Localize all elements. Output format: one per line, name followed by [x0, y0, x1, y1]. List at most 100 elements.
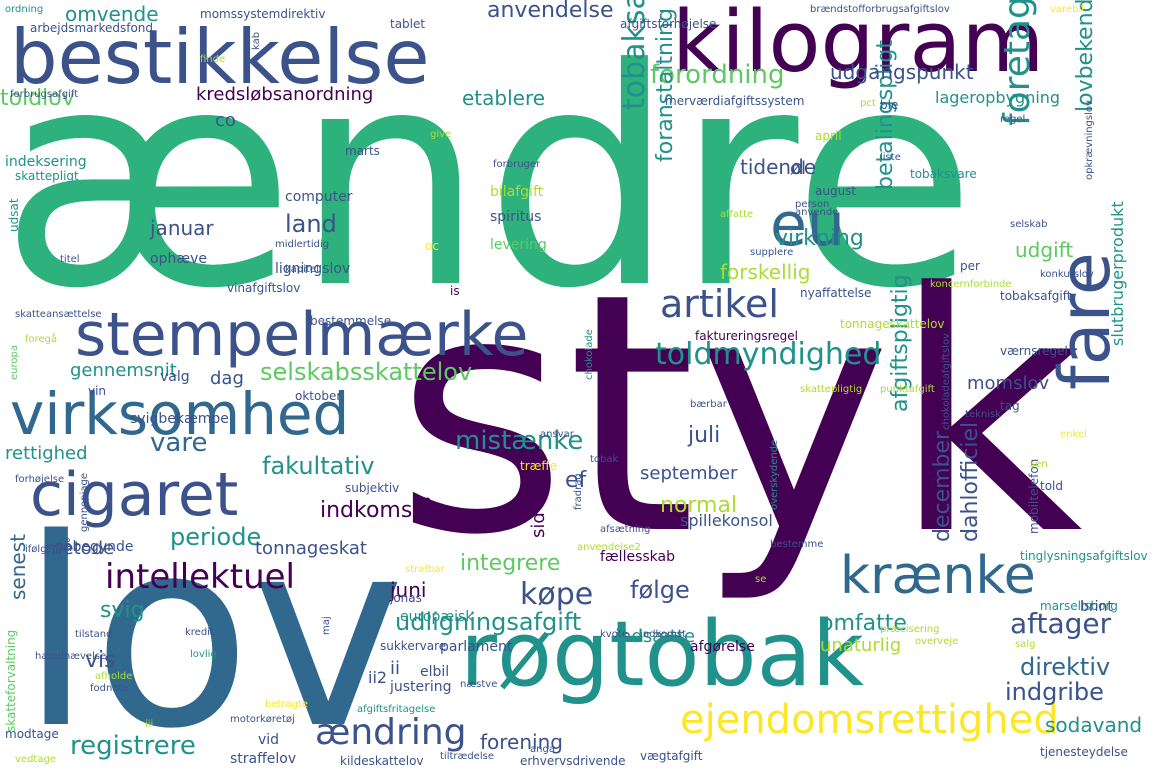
word-told: told — [1040, 479, 1063, 493]
word-anvendelse2: anvendelse2 — [577, 542, 641, 553]
word-tidende: tidende — [740, 155, 817, 179]
word-periode: periode — [170, 523, 262, 551]
word-affatte: affatte — [720, 209, 754, 220]
word-etablere: etablere — [462, 86, 546, 110]
word-selskab: selskab — [1010, 219, 1048, 230]
word-følge: følge — [630, 576, 690, 604]
word-motorkøretøj: motorkøretøj — [230, 714, 295, 725]
word-forbruger: forbruger — [493, 159, 541, 170]
word-person: person — [795, 199, 830, 210]
word-december: december — [930, 430, 955, 542]
word-punktafgift: punktafgift — [880, 384, 935, 395]
word-titel: titel — [60, 254, 80, 265]
word-april: april — [815, 129, 842, 143]
word-tobaksafgift: tobaksafgift — [1000, 289, 1072, 303]
word-overveje: overveje — [915, 636, 959, 647]
word-udgift: udgift — [1015, 238, 1074, 262]
word-kab: kab — [251, 31, 262, 50]
word-per: per — [960, 259, 980, 273]
word-afgiftsforhøjelse: afgiftsforhøjelse — [620, 17, 717, 31]
word-tobaksvare: tobaksvare — [910, 167, 977, 181]
word-kapitel: kapitel — [285, 264, 319, 275]
word-krænke: krænke — [840, 546, 1036, 606]
word-skatteforvaltning: skatteforvaltning — [4, 629, 18, 732]
word-september: september — [640, 463, 738, 484]
word-indsætte: indsætte — [615, 626, 696, 647]
word-justering: justering — [390, 679, 452, 695]
word-tag: tag — [1000, 399, 1020, 413]
word-næstve: næstve — [460, 679, 498, 690]
word-bilafgift: bilafgift — [490, 184, 544, 200]
word-chokolade: chokolade — [584, 329, 595, 380]
word-aftager: aftager — [1010, 607, 1112, 640]
word-lov: lov — [20, 484, 406, 770]
word-foranstaltning: foranstaltning — [653, 8, 678, 162]
word-pct: pct — [860, 98, 876, 109]
word-vægtafgift: vægtafgift — [640, 749, 703, 763]
word-bestemme: bestemme — [770, 539, 824, 550]
word-skatteansættelse: skatteansættelse — [15, 309, 102, 320]
word-toldmyndighed: toldmyndighed — [655, 337, 882, 372]
word-tonnageskattelov: tonnageskattelov — [840, 317, 945, 331]
word-ændring: ændring — [315, 712, 467, 753]
word-indeksering: indeksering — [5, 154, 87, 170]
word-nyaffattelse: nyaffattelse — [800, 286, 872, 300]
word-co: co — [215, 110, 236, 131]
word-metode: metode — [45, 538, 115, 559]
word-computer: computer — [285, 189, 353, 205]
word-tonnageskat: tonnageskat — [255, 538, 367, 559]
word-betragte: betragte — [265, 699, 309, 710]
word-afgørelse: afgørelse — [690, 639, 755, 655]
word-land: land — [285, 210, 337, 238]
word-ii2: ii2 — [368, 668, 388, 687]
word-ble: ble — [880, 98, 899, 112]
word-ændre: ændre — [0, 5, 977, 354]
word-brint: brint — [1080, 599, 1113, 615]
word-præcisering: præcisering — [880, 624, 940, 635]
word-registrere: registrere — [70, 731, 196, 761]
word-udsat: udsat — [7, 198, 21, 232]
word-juli: juli — [688, 423, 721, 448]
word-vedtage: vedtage — [15, 754, 56, 765]
word-indgribe: indgribe — [1005, 678, 1104, 706]
word-rettighed: rettighed — [5, 443, 88, 464]
word-koncernforbinde: koncernforbinde — [930, 279, 1012, 290]
word-kilogram: kilogram — [672, 0, 1045, 92]
word-vin: vin — [88, 384, 107, 398]
word-lageropbygning: lageropbygning — [935, 88, 1061, 107]
word-svigbekæmpe: svigbekæmpe — [130, 411, 229, 427]
word-påbegynde: påbegynde — [55, 539, 134, 555]
word-virkning: virkning — [775, 226, 864, 251]
word-hændhævelse: hændhævelse — [35, 651, 107, 662]
word-fakultativ: fakultativ — [262, 452, 375, 480]
word-ligningslov: ligningslov — [275, 261, 351, 277]
word-ordning: ordning — [5, 4, 44, 15]
word-bestemmelse: bestemmelse — [310, 314, 392, 328]
word-subjektiv: subjektiv — [345, 481, 400, 495]
word-regel: regel — [1000, 114, 1026, 125]
word-europa: europa — [9, 345, 20, 380]
word-teknisk: teknisk — [965, 409, 1001, 420]
word-forskellig: forskellig — [720, 260, 811, 284]
word-overskydende: overskydende — [769, 439, 780, 510]
word-august: august — [815, 184, 857, 198]
word-ejendomsrettighed: ejendomsrettighed — [680, 697, 1059, 743]
word-ef: ef — [565, 468, 587, 493]
word-afholde: afholde — [95, 671, 133, 682]
word-øl: øl — [790, 158, 807, 179]
word-skattepligtig: skattepligtig — [800, 384, 863, 395]
word-bestikkelse: bestikkelse — [10, 13, 430, 101]
word-normal: normal — [660, 493, 738, 518]
word-skattepligt: skattepligt — [15, 169, 79, 183]
word-vis: vis — [85, 648, 116, 673]
word-se: se — [755, 574, 767, 585]
word-is: is — [450, 284, 460, 298]
word-selskabsskattelov: selskabsskattelov — [260, 358, 473, 386]
word-straffelov: straffelov — [230, 751, 297, 767]
word-forbrugsafgift: forbrugsafgift — [10, 89, 79, 100]
word-supplere: supplere — [750, 247, 794, 258]
word-mistænke: mistænke — [455, 426, 584, 456]
word-køpe: køpe — [520, 577, 594, 612]
word-bærbar: bærbar — [690, 399, 727, 410]
